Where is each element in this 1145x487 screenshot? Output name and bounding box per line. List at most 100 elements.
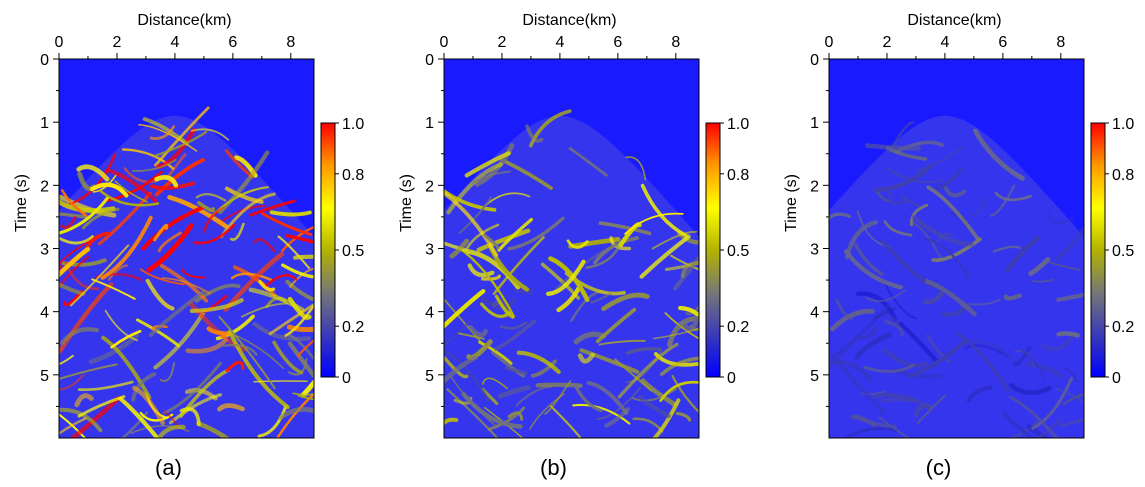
reflection-streak xyxy=(190,128,230,141)
reflection-streak xyxy=(154,175,179,188)
reflection-streak xyxy=(281,263,314,279)
reflection-streak xyxy=(624,212,684,235)
reflection-streak xyxy=(258,280,276,292)
x-axis-title: Distance(km) xyxy=(522,12,616,29)
reflection-streak xyxy=(444,297,487,349)
reflection-streak xyxy=(277,235,311,270)
reflection-streak xyxy=(1008,395,1059,438)
y-tick-label: 0 xyxy=(425,52,434,69)
x-tick-label: 6 xyxy=(998,34,1007,51)
reflection-streak xyxy=(484,192,531,207)
reflection-streak xyxy=(572,403,631,425)
reflection-streak xyxy=(444,318,474,347)
reflection-streak xyxy=(651,398,681,438)
reflection-streak xyxy=(651,230,698,250)
reflection-streak xyxy=(916,394,946,425)
reflection-streak xyxy=(70,244,130,307)
reflection-streak xyxy=(598,221,652,236)
reflection-streak xyxy=(907,338,969,379)
reflection-streak xyxy=(59,235,94,245)
reflection-streak xyxy=(230,272,273,282)
reflection-streak xyxy=(107,264,128,281)
reflection-streak xyxy=(457,332,485,340)
reflection-streak xyxy=(253,237,276,253)
reflection-streak xyxy=(494,294,515,319)
panel-label: (c) xyxy=(926,455,952,480)
reflection-streak xyxy=(863,363,916,373)
reflection-streak xyxy=(220,192,276,238)
reflection-streak xyxy=(59,373,85,391)
reflection-streak xyxy=(1031,376,1073,430)
reflection-streak xyxy=(149,181,195,191)
reflection-streak xyxy=(671,375,699,414)
reflection-streak xyxy=(77,395,126,418)
reflection-streak xyxy=(206,326,233,336)
reflection-streak xyxy=(577,352,595,364)
reflection-streak xyxy=(99,189,160,207)
reflection-streak xyxy=(829,349,886,415)
reflection-streak xyxy=(595,307,637,344)
reflection-streak xyxy=(284,304,314,337)
reflection-streak xyxy=(292,392,314,396)
colorbar: 0 0.2 0.5 0.8 1.0 xyxy=(705,116,749,387)
colorbar-gradient xyxy=(320,122,336,378)
x-tick-label: 0 xyxy=(55,34,64,51)
reflection-streak xyxy=(854,332,892,360)
reflection-streak xyxy=(130,425,190,434)
reflection-streak xyxy=(678,305,699,320)
reflection-streak xyxy=(121,148,175,170)
y-tick-label: 2 xyxy=(810,178,819,195)
panel-a: 0 2 4 6 8 0 1 2 3 4 5 Distance(km) Time (s) 0 0.2 0.5 0.… xyxy=(13,12,364,480)
reflection-streak xyxy=(878,416,910,438)
reflection-streak xyxy=(926,185,980,241)
reflection-streak xyxy=(92,174,117,193)
reflection-streak xyxy=(549,405,582,438)
reflection-streak xyxy=(269,210,312,217)
reflection-streak xyxy=(459,248,516,318)
reflection-streak xyxy=(994,191,1032,202)
reflection-streak xyxy=(481,377,508,390)
reflection-streak xyxy=(924,238,971,279)
reflection-streak xyxy=(153,223,169,242)
reflection-streak xyxy=(497,217,533,252)
reflection-streak xyxy=(1002,412,1035,438)
reflection-streak xyxy=(652,327,699,340)
reflection-streak xyxy=(481,274,501,281)
reflection-streak xyxy=(1056,292,1084,302)
reflection-streak xyxy=(142,117,189,146)
colorbar-gradient xyxy=(705,122,721,378)
reflection-streak xyxy=(163,361,222,415)
reflection-streak xyxy=(180,268,206,279)
x-axis-title: Distance(km) xyxy=(907,12,1001,29)
reflection-streak xyxy=(179,407,201,427)
reflection-streak xyxy=(444,356,469,379)
x-tick-label: 0 xyxy=(440,34,449,51)
reflection-streak xyxy=(530,359,557,378)
reflection-streak xyxy=(59,413,87,438)
reflection-streak xyxy=(1054,224,1084,262)
y-tick-label: 1 xyxy=(425,115,434,132)
reflection-streak xyxy=(196,421,231,438)
reflection-streak xyxy=(483,233,500,250)
reflection-streak xyxy=(546,259,586,296)
x-tick-label: 2 xyxy=(883,34,892,51)
reflection-streak xyxy=(923,290,945,305)
reflection-streak xyxy=(285,233,314,244)
reflection-streak xyxy=(217,150,270,215)
reflection-streak xyxy=(1062,392,1084,406)
reflection-streak xyxy=(853,242,884,276)
reflection-streak xyxy=(100,215,153,280)
reflection-streak xyxy=(153,309,206,370)
reflection-streak xyxy=(285,279,314,302)
reflection-streak xyxy=(912,222,943,261)
reflection-streak xyxy=(227,329,290,409)
x-tick-label: 6 xyxy=(228,34,237,51)
y-tick-label: 4 xyxy=(40,305,49,322)
reflection-streak xyxy=(626,347,662,355)
reflection-streak xyxy=(230,222,245,241)
reflection-streak xyxy=(194,283,241,303)
reflection-streak xyxy=(268,302,314,336)
reflection-streak xyxy=(136,318,180,348)
reflection-streak xyxy=(924,279,977,317)
reflection-streak xyxy=(265,274,298,287)
